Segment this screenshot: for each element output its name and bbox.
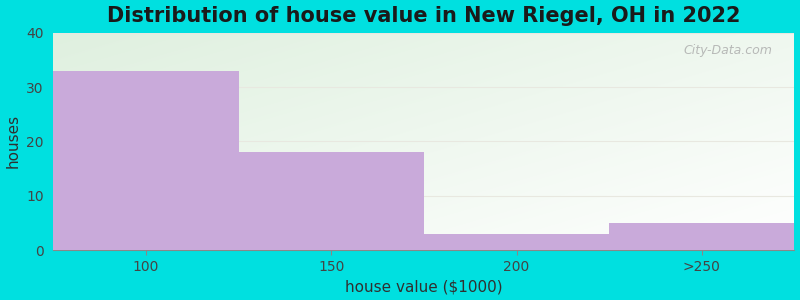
Title: Distribution of house value in New Riegel, OH in 2022: Distribution of house value in New Riege… [107,6,741,26]
Text: City-Data.com: City-Data.com [683,44,772,56]
Bar [424,234,609,250]
Bar [238,152,424,250]
Bar [609,223,794,250]
Y-axis label: houses: houses [6,114,21,169]
X-axis label: house value ($1000): house value ($1000) [345,279,502,294]
Bar [54,71,238,250]
